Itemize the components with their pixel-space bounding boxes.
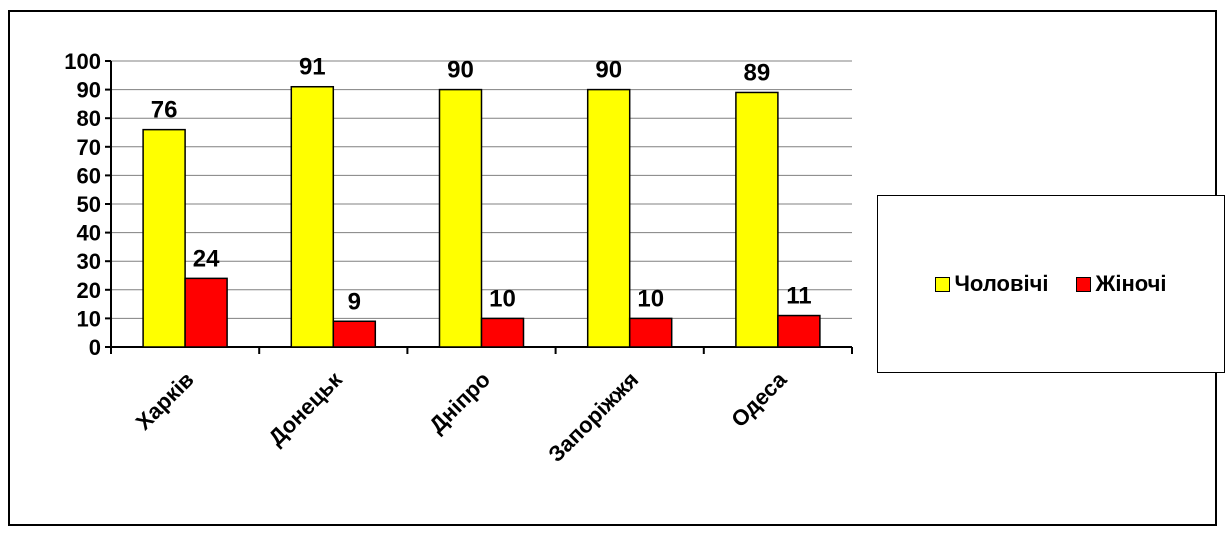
bar-series-2	[184, 277, 228, 348]
data-label: 90	[447, 57, 474, 84]
y-tick-label: 80	[77, 106, 101, 131]
bar-series-2	[628, 317, 673, 348]
bar-series-2	[480, 317, 525, 348]
bar-series-2	[777, 314, 821, 348]
data-label: 10	[637, 285, 664, 312]
data-label: 11	[786, 283, 811, 310]
y-tick-label: 10	[77, 306, 101, 331]
data-label: 89	[744, 59, 771, 86]
legend-swatch-series-1	[935, 276, 951, 292]
y-tick-label: 30	[77, 249, 101, 274]
x-category-label: Донецьк	[263, 366, 347, 450]
y-tick-label: 0	[89, 335, 101, 360]
legend-item-series-1: Чоловічі	[935, 271, 1048, 297]
y-tick-label: 20	[77, 278, 101, 303]
x-category-label: Запоріжжя	[543, 367, 643, 467]
legend-label-series-1: Чоловічі	[954, 271, 1049, 296]
y-tick-label: 90	[77, 78, 101, 103]
bar-series-1	[438, 88, 483, 348]
x-category-label: Одеса	[726, 366, 792, 432]
y-tick-label: 60	[77, 163, 101, 188]
y-tick-label: 40	[77, 221, 101, 246]
y-tick-label: 50	[77, 192, 101, 217]
x-category-label: Дніпро	[424, 367, 495, 438]
data-label: 91	[299, 54, 326, 81]
data-label: 9	[348, 288, 361, 315]
bar-series-1	[142, 128, 186, 348]
bar-series-1	[735, 91, 779, 348]
data-label: 24	[193, 245, 220, 272]
bar-series-1	[586, 88, 631, 348]
data-label: 76	[151, 97, 178, 124]
x-category-label: Харків	[131, 367, 199, 435]
y-tick-label: 70	[77, 135, 101, 160]
y-tick-label: 100	[64, 49, 101, 74]
legend-swatch-series-2	[1076, 276, 1092, 292]
legend-label-series-2: Жіночі	[1095, 271, 1167, 296]
legend: Чоловічі Жіночі	[877, 195, 1225, 373]
bar-series-1	[290, 85, 335, 348]
legend-item-series-2: Жіночі	[1076, 271, 1167, 297]
data-label: 90	[595, 57, 622, 84]
data-label: 10	[489, 285, 516, 312]
bar-series-2	[332, 320, 377, 348]
